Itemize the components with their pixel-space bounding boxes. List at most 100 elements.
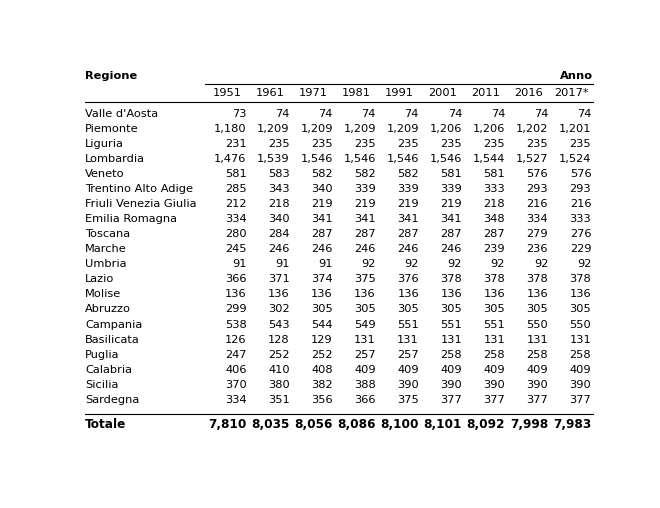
Text: 390: 390	[483, 380, 505, 390]
Text: 74: 74	[491, 109, 505, 119]
Text: 375: 375	[397, 395, 419, 405]
Text: 378: 378	[527, 274, 548, 284]
Text: Marche: Marche	[85, 244, 127, 254]
Text: Friuli Venezia Giulia: Friuli Venezia Giulia	[85, 199, 197, 209]
Text: 549: 549	[354, 320, 376, 330]
Text: 8,035: 8,035	[251, 419, 290, 431]
Text: Toscana: Toscana	[85, 229, 130, 239]
Text: 235: 235	[484, 139, 505, 149]
Text: 231: 231	[225, 139, 247, 149]
Text: 576: 576	[527, 169, 548, 179]
Text: 131: 131	[570, 335, 591, 344]
Text: 377: 377	[483, 395, 505, 405]
Text: 299: 299	[225, 304, 247, 314]
Text: 246: 246	[397, 244, 419, 254]
Text: 1991: 1991	[385, 88, 414, 99]
Text: 550: 550	[570, 320, 591, 330]
Text: 409: 409	[527, 365, 548, 375]
Text: 91: 91	[275, 259, 290, 269]
Text: 1,209: 1,209	[257, 124, 290, 134]
Text: 74: 74	[405, 109, 419, 119]
Text: 92: 92	[534, 259, 548, 269]
Text: 219: 219	[440, 199, 462, 209]
Text: 246: 246	[269, 244, 290, 254]
Text: 339: 339	[354, 184, 376, 194]
Text: Lazio: Lazio	[85, 274, 114, 284]
Text: 219: 219	[397, 199, 419, 209]
Text: 131: 131	[440, 335, 462, 344]
Text: 409: 409	[484, 365, 505, 375]
Text: 305: 305	[354, 304, 376, 314]
Text: 136: 136	[268, 290, 290, 299]
Text: Piemonte: Piemonte	[85, 124, 139, 134]
Text: 92: 92	[362, 259, 376, 269]
Text: 258: 258	[440, 350, 462, 360]
Text: 285: 285	[225, 184, 247, 194]
Text: 1,544: 1,544	[473, 154, 505, 164]
Text: 370: 370	[225, 380, 247, 390]
Text: 287: 287	[397, 229, 419, 239]
Text: 276: 276	[570, 229, 591, 239]
Text: 126: 126	[225, 335, 247, 344]
Text: 246: 246	[354, 244, 376, 254]
Text: Basilicata: Basilicata	[85, 335, 140, 344]
Text: 366: 366	[354, 395, 376, 405]
Text: 1,209: 1,209	[343, 124, 376, 134]
Text: 1,539: 1,539	[257, 154, 290, 164]
Text: 219: 219	[354, 199, 376, 209]
Text: 257: 257	[397, 350, 419, 360]
Text: 131: 131	[397, 335, 419, 344]
Text: Emilia Romagna: Emilia Romagna	[85, 214, 177, 224]
Text: 334: 334	[527, 214, 548, 224]
Text: 284: 284	[268, 229, 290, 239]
Text: 341: 341	[440, 214, 462, 224]
Text: 91: 91	[318, 259, 333, 269]
Text: 576: 576	[570, 169, 591, 179]
Text: 131: 131	[527, 335, 548, 344]
Text: 8,100: 8,100	[380, 419, 419, 431]
Text: 334: 334	[225, 214, 247, 224]
Text: 1,209: 1,209	[387, 124, 419, 134]
Text: 74: 74	[318, 109, 333, 119]
Text: 374: 374	[311, 274, 333, 284]
Text: 583: 583	[268, 169, 290, 179]
Text: 229: 229	[570, 244, 591, 254]
Text: 279: 279	[527, 229, 548, 239]
Text: 334: 334	[225, 395, 247, 405]
Text: Valle d'Aosta: Valle d'Aosta	[85, 109, 158, 119]
Text: 8,101: 8,101	[424, 419, 462, 431]
Text: 7,998: 7,998	[510, 419, 548, 431]
Text: Sardegna: Sardegna	[85, 395, 139, 405]
Text: 356: 356	[311, 395, 333, 405]
Text: 340: 340	[311, 184, 333, 194]
Text: 258: 258	[570, 350, 591, 360]
Text: 2001: 2001	[428, 88, 457, 99]
Text: 8,092: 8,092	[467, 419, 505, 431]
Text: 239: 239	[484, 244, 505, 254]
Text: 543: 543	[268, 320, 290, 330]
Text: Veneto: Veneto	[85, 169, 125, 179]
Text: 235: 235	[268, 139, 290, 149]
Text: 410: 410	[268, 365, 290, 375]
Text: 216: 216	[527, 199, 548, 209]
Text: 377: 377	[440, 395, 462, 405]
Text: 333: 333	[483, 184, 505, 194]
Text: 1951: 1951	[213, 88, 242, 99]
Text: 2017*: 2017*	[554, 88, 589, 99]
Text: 246: 246	[312, 244, 333, 254]
Text: 378: 378	[483, 274, 505, 284]
Text: 339: 339	[440, 184, 462, 194]
Text: 74: 74	[362, 109, 376, 119]
Text: 287: 287	[354, 229, 376, 239]
Text: 252: 252	[312, 350, 333, 360]
Text: 74: 74	[275, 109, 290, 119]
Text: 382: 382	[311, 380, 333, 390]
Text: 1,546: 1,546	[430, 154, 462, 164]
Text: 1981: 1981	[341, 88, 370, 99]
Text: 390: 390	[527, 380, 548, 390]
Text: 131: 131	[354, 335, 376, 344]
Text: 235: 235	[397, 139, 419, 149]
Text: 305: 305	[527, 304, 548, 314]
Text: 305: 305	[570, 304, 591, 314]
Text: 378: 378	[570, 274, 591, 284]
